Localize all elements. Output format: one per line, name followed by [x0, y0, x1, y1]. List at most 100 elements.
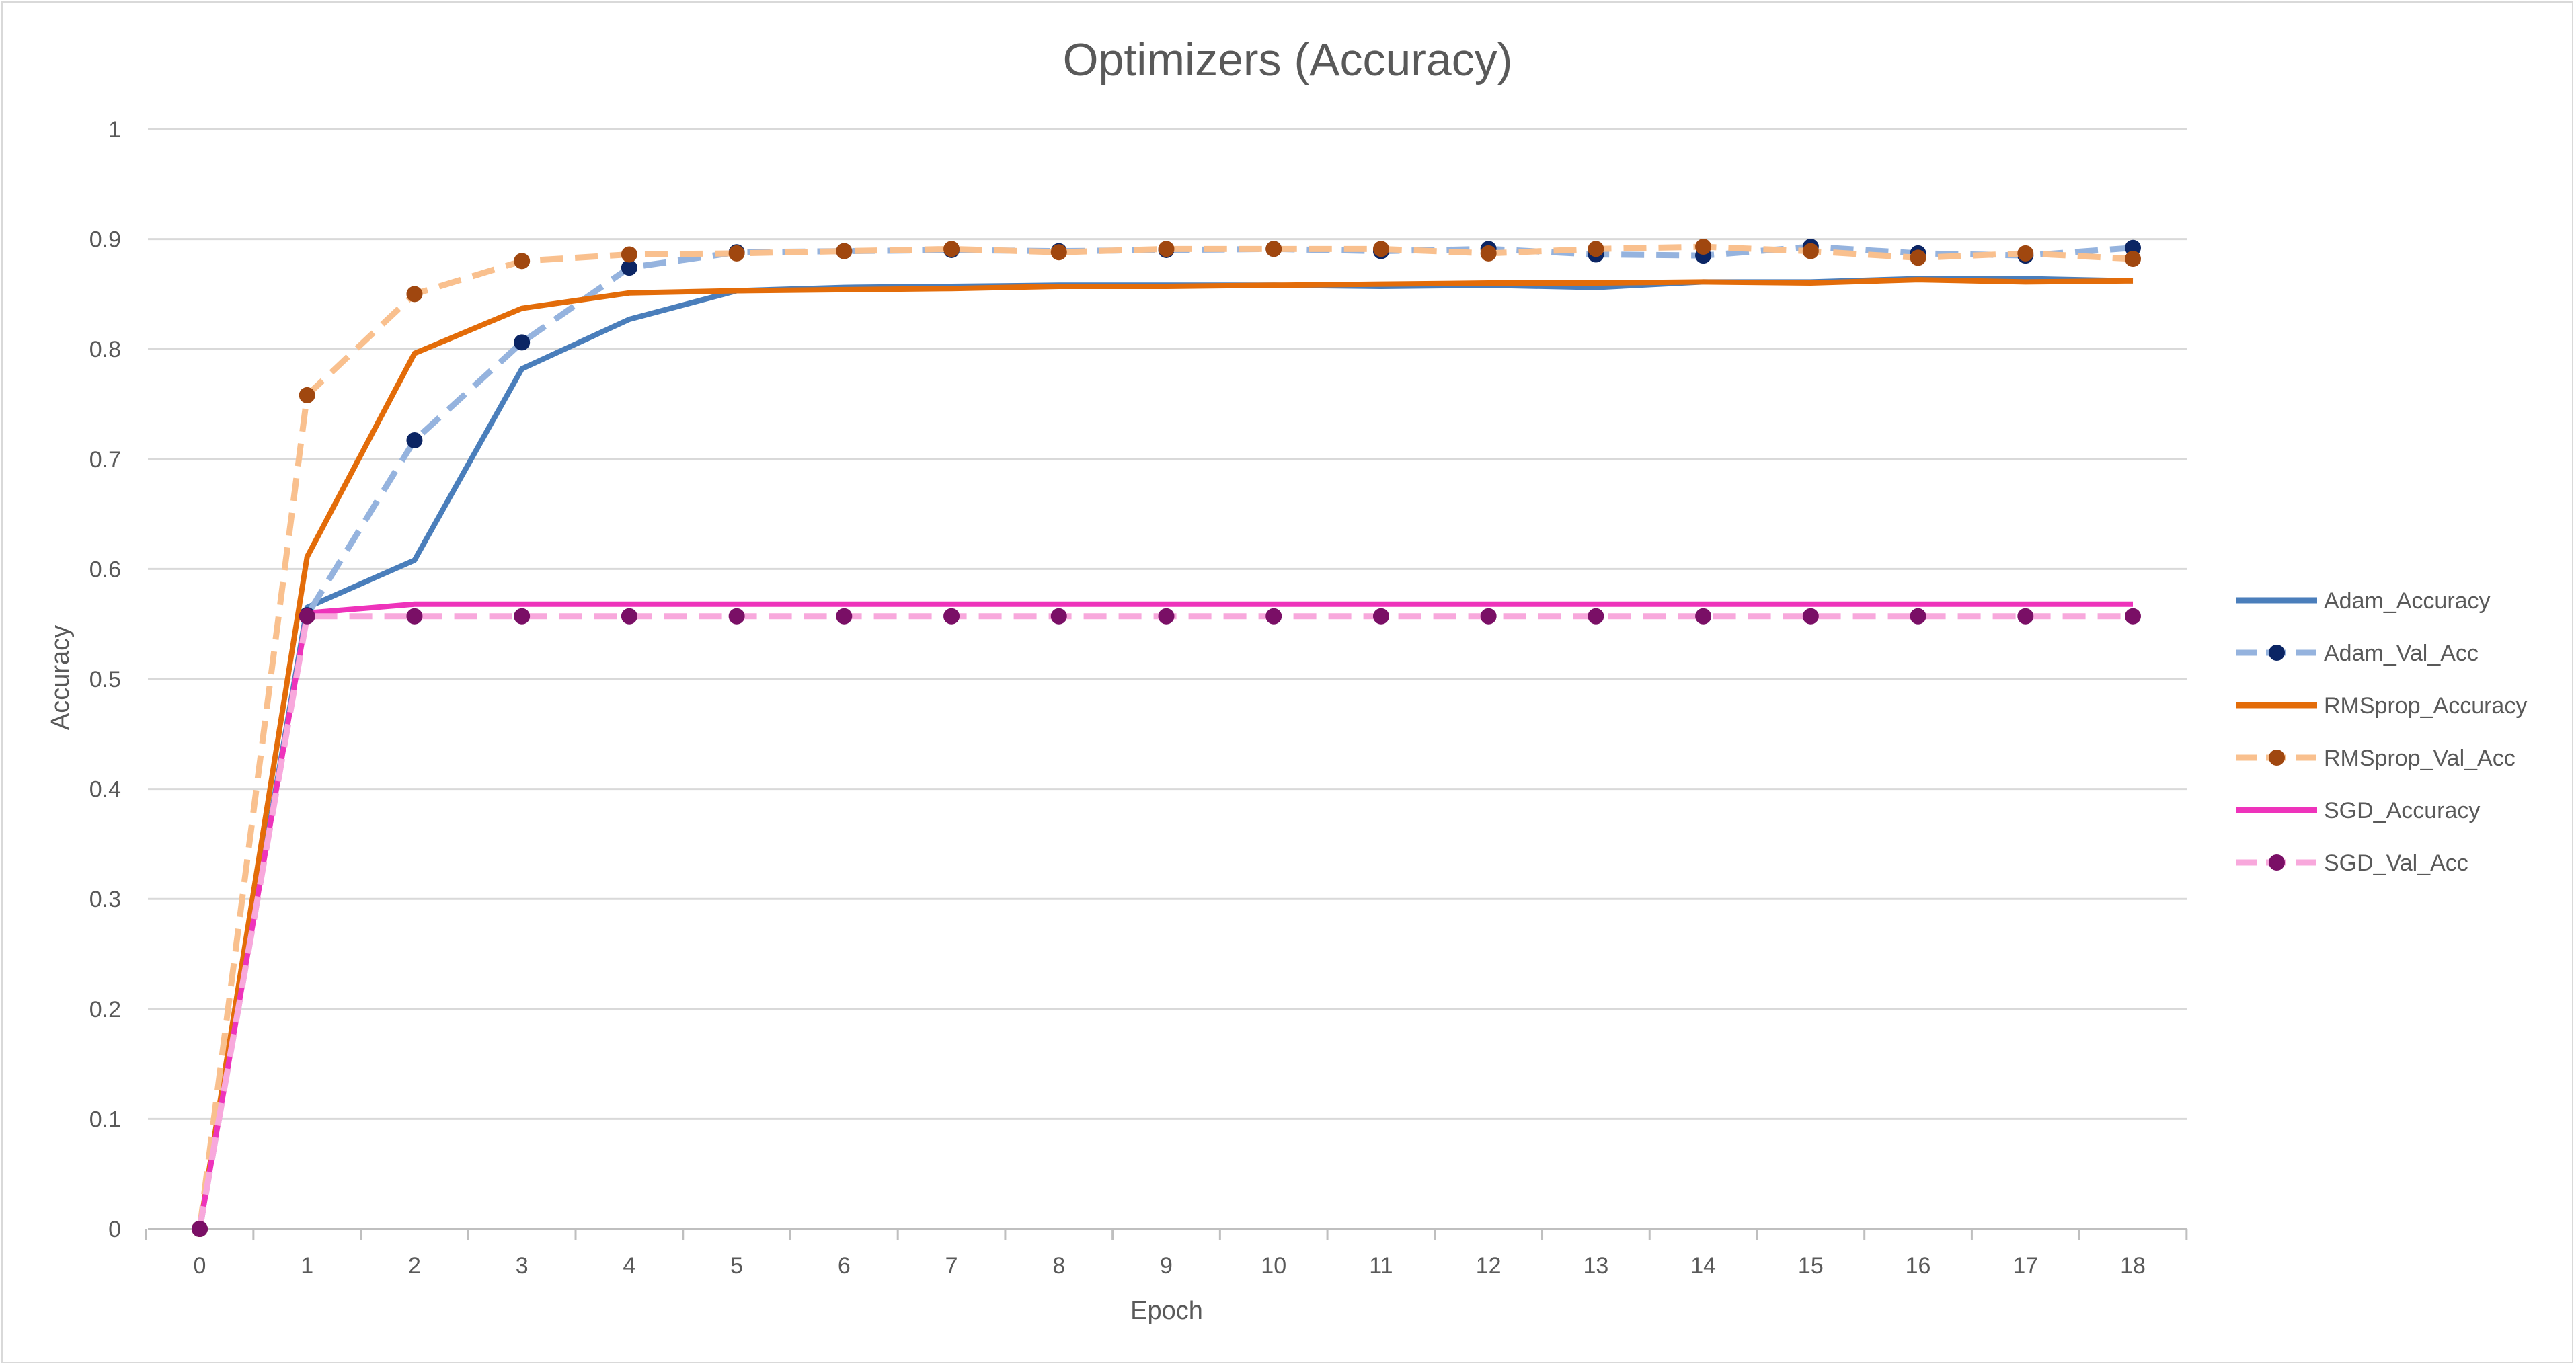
legend-item: SGD_Val_Acc	[2236, 850, 2468, 876]
data-point	[1265, 241, 1282, 257]
data-point	[621, 259, 637, 276]
data-point	[1802, 608, 1819, 625]
x-tick-label: 2	[408, 1253, 421, 1279]
series-line	[197, 276, 2134, 1230]
legend-label: RMSprop_Accuracy	[2324, 693, 2527, 719]
legend-label: Adam_Accuracy	[2324, 588, 2491, 614]
y-tick-label: 0.5	[89, 667, 121, 692]
data-point	[1050, 244, 1067, 261]
series-Adam_Accuracy	[197, 276, 2134, 1230]
data-point	[1265, 608, 1282, 625]
series-SGD_Accuracy	[197, 601, 2133, 1230]
data-point	[1588, 608, 1604, 625]
x-tick-label: 12	[1476, 1253, 1501, 1279]
y-tick-label: 0.6	[89, 557, 121, 582]
y-tick-label: 0.9	[89, 227, 121, 253]
data-point	[2017, 245, 2034, 262]
x-tick-label: 5	[730, 1253, 743, 1279]
y-tick-label: 0.2	[89, 997, 121, 1022]
data-point	[514, 253, 531, 270]
x-tick-label: 16	[1906, 1253, 1931, 1279]
x-tick-label: 18	[2120, 1253, 2146, 1279]
legend-item: Adam_Accuracy	[2236, 588, 2491, 614]
x-tick-label: 1	[301, 1253, 313, 1279]
legend-item: RMSprop_Val_Acc	[2236, 746, 2515, 771]
x-tick-label: 0	[194, 1253, 206, 1279]
data-point	[2125, 608, 2141, 625]
data-point	[514, 608, 531, 625]
series-line	[196, 243, 2134, 1230]
y-axis-title: Accuracy	[46, 625, 75, 730]
data-point	[1588, 241, 1604, 257]
series-SGD_Val_Acc	[192, 608, 2141, 1237]
legend-item: SGD_Accuracy	[2236, 798, 2480, 823]
y-tick-label: 0.7	[89, 447, 121, 473]
y-tick-label: 0.1	[89, 1107, 121, 1132]
data-point	[1695, 608, 1712, 625]
series-RMSprop_Accuracy	[197, 277, 2134, 1230]
x-axis-tick-labels: 0 1 2 3 4 5 6 7 8 9 10 11 12 13 14 15 16 17 18	[145, 1229, 2188, 1279]
legend-label: RMSprop_Val_Acc	[2324, 746, 2515, 771]
x-tick-label: 10	[1261, 1253, 1286, 1279]
x-tick-label: 7	[945, 1253, 958, 1279]
legend-marker	[2269, 854, 2285, 871]
data-point	[192, 1221, 208, 1237]
data-point	[836, 608, 853, 625]
data-point	[299, 608, 315, 625]
x-tick-label: 9	[1160, 1253, 1173, 1279]
data-point	[406, 432, 423, 448]
series-layer	[192, 239, 2141, 1237]
data-point	[728, 608, 745, 625]
legend-marker	[2269, 750, 2285, 766]
series-Adam_Val_Acc	[192, 239, 2141, 1237]
x-tick-label: 11	[1369, 1253, 1393, 1279]
y-tick-label: 0.4	[89, 777, 121, 803]
data-point	[943, 241, 960, 257]
x-tick-label: 3	[516, 1253, 529, 1279]
data-point	[621, 246, 637, 263]
series-RMSprop_Val_Acc	[192, 239, 2141, 1237]
data-point	[621, 608, 637, 625]
data-point	[1480, 245, 1497, 262]
x-tick-label: 13	[1583, 1253, 1608, 1279]
data-point	[299, 387, 315, 403]
legend: Adam_Accuracy Adam_Val_Acc RMSprop_Accurac…	[2236, 588, 2527, 876]
series-line	[197, 277, 2134, 1230]
data-point	[406, 286, 423, 303]
data-point	[1910, 608, 1926, 625]
y-tick-label: 0.3	[89, 887, 121, 912]
data-point	[728, 245, 745, 262]
chart-title: Optimizers (Accuracy)	[1063, 34, 1513, 85]
y-tick-label: 0	[108, 1217, 121, 1242]
data-point	[1372, 241, 1389, 257]
data-point	[1050, 608, 1067, 625]
x-tick-label: 14	[1690, 1253, 1716, 1279]
data-point	[1158, 241, 1175, 257]
data-point	[514, 334, 531, 351]
data-point	[1372, 608, 1389, 625]
x-tick-label: 8	[1052, 1253, 1065, 1279]
series-line	[197, 601, 2133, 1230]
y-tick-label: 0.8	[89, 337, 121, 362]
x-tick-label: 15	[1798, 1253, 1824, 1279]
data-point	[2017, 608, 2034, 625]
gridlines	[148, 128, 2187, 1230]
y-tick-label: 1	[108, 117, 121, 143]
data-point	[406, 608, 423, 625]
data-point	[2125, 251, 2141, 268]
data-point	[1158, 608, 1175, 625]
legend-item: Adam_Val_Acc	[2236, 641, 2479, 666]
data-point	[1910, 249, 1926, 266]
x-tick-label: 17	[2013, 1253, 2038, 1279]
x-tick-label: 6	[838, 1253, 851, 1279]
legend-label: SGD_Accuracy	[2324, 798, 2480, 823]
data-point	[1695, 239, 1712, 255]
y-axis-tick-labels: 0 0.1 0.2 0.3 0.4 0.5 0.6 0.7 0.8 0.9 1	[89, 117, 121, 1242]
legend-marker	[2269, 645, 2285, 661]
data-point	[943, 608, 960, 625]
legend-item: RMSprop_Accuracy	[2236, 693, 2527, 719]
legend-label: Adam_Val_Acc	[2324, 641, 2479, 666]
data-point	[1802, 243, 1819, 259]
